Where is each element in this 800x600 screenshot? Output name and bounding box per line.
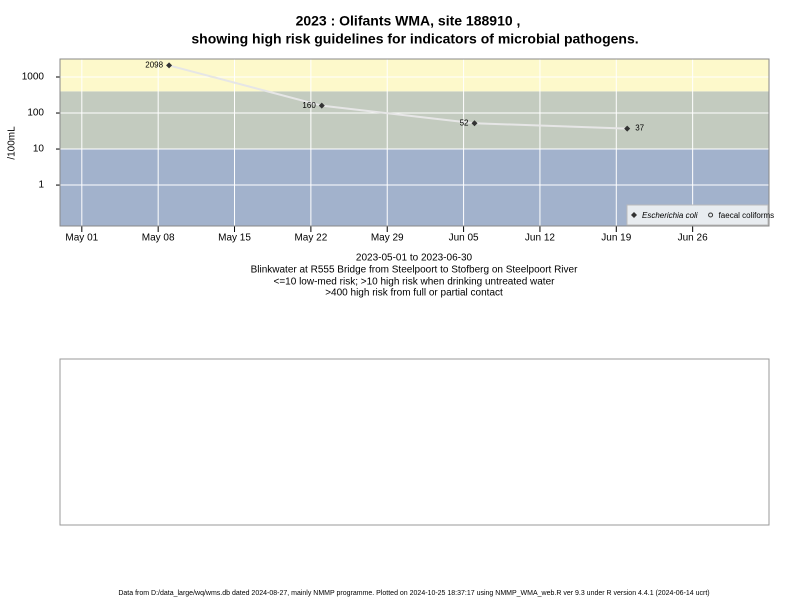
x-label: <=10 low-med risk; >10 high risk when dr… (274, 277, 556, 288)
risk-band (60, 59, 769, 92)
x-tick-label: May 22 (294, 233, 327, 244)
x-tick-label: May 29 (371, 233, 404, 244)
y-tick-label: 1000 (22, 72, 45, 83)
plot-frame (59, 58, 770, 227)
y-tick-label: 100 (27, 108, 44, 119)
value-label: 37 (635, 124, 644, 133)
y-tick-label: 10 (33, 144, 45, 155)
value-label: 52 (460, 118, 469, 127)
x-tick-label: Jun 26 (678, 233, 708, 244)
x-label: 2023-05-01 to 2023-06-30 (356, 253, 473, 264)
chart-subtitle: showing high risk guidelines for indicat… (191, 31, 638, 47)
legend-label: faecal coliforms (719, 211, 775, 220)
x-tick-label: Jun 19 (601, 233, 631, 244)
marker (318, 102, 325, 109)
risk-band (60, 91, 769, 150)
legend-box (626, 204, 769, 226)
x-label: >400 high risk from full or partial cont… (325, 288, 503, 299)
x-tick-label: May 15 (218, 233, 251, 244)
value-label: 2098 (145, 61, 163, 70)
empty-panel (59, 358, 770, 526)
marker (471, 120, 478, 127)
x-tick-label: May 01 (65, 233, 98, 244)
marker (624, 125, 631, 132)
chart-title: 2023 : Olifants WMA, site 188910 , (296, 13, 521, 29)
x-label: Blinkwater at R555 Bridge from Steelpoor… (251, 265, 579, 276)
footer: Data from D:/data_large/wq/wms.db dated … (118, 590, 709, 597)
legend-marker (708, 212, 714, 218)
legend-marker (631, 212, 637, 218)
y-axis-label: /100mL (7, 126, 18, 160)
x-tick-label: Jun 05 (449, 233, 479, 244)
x-tick-label: Jun 12 (525, 233, 555, 244)
marker (166, 62, 173, 69)
legend-label: Escherichia coli (642, 211, 698, 220)
x-tick-label: May 08 (142, 233, 175, 244)
y-tick-label: 1 (38, 180, 44, 191)
value-label: 160 (302, 101, 316, 110)
series-line (168, 64, 628, 130)
